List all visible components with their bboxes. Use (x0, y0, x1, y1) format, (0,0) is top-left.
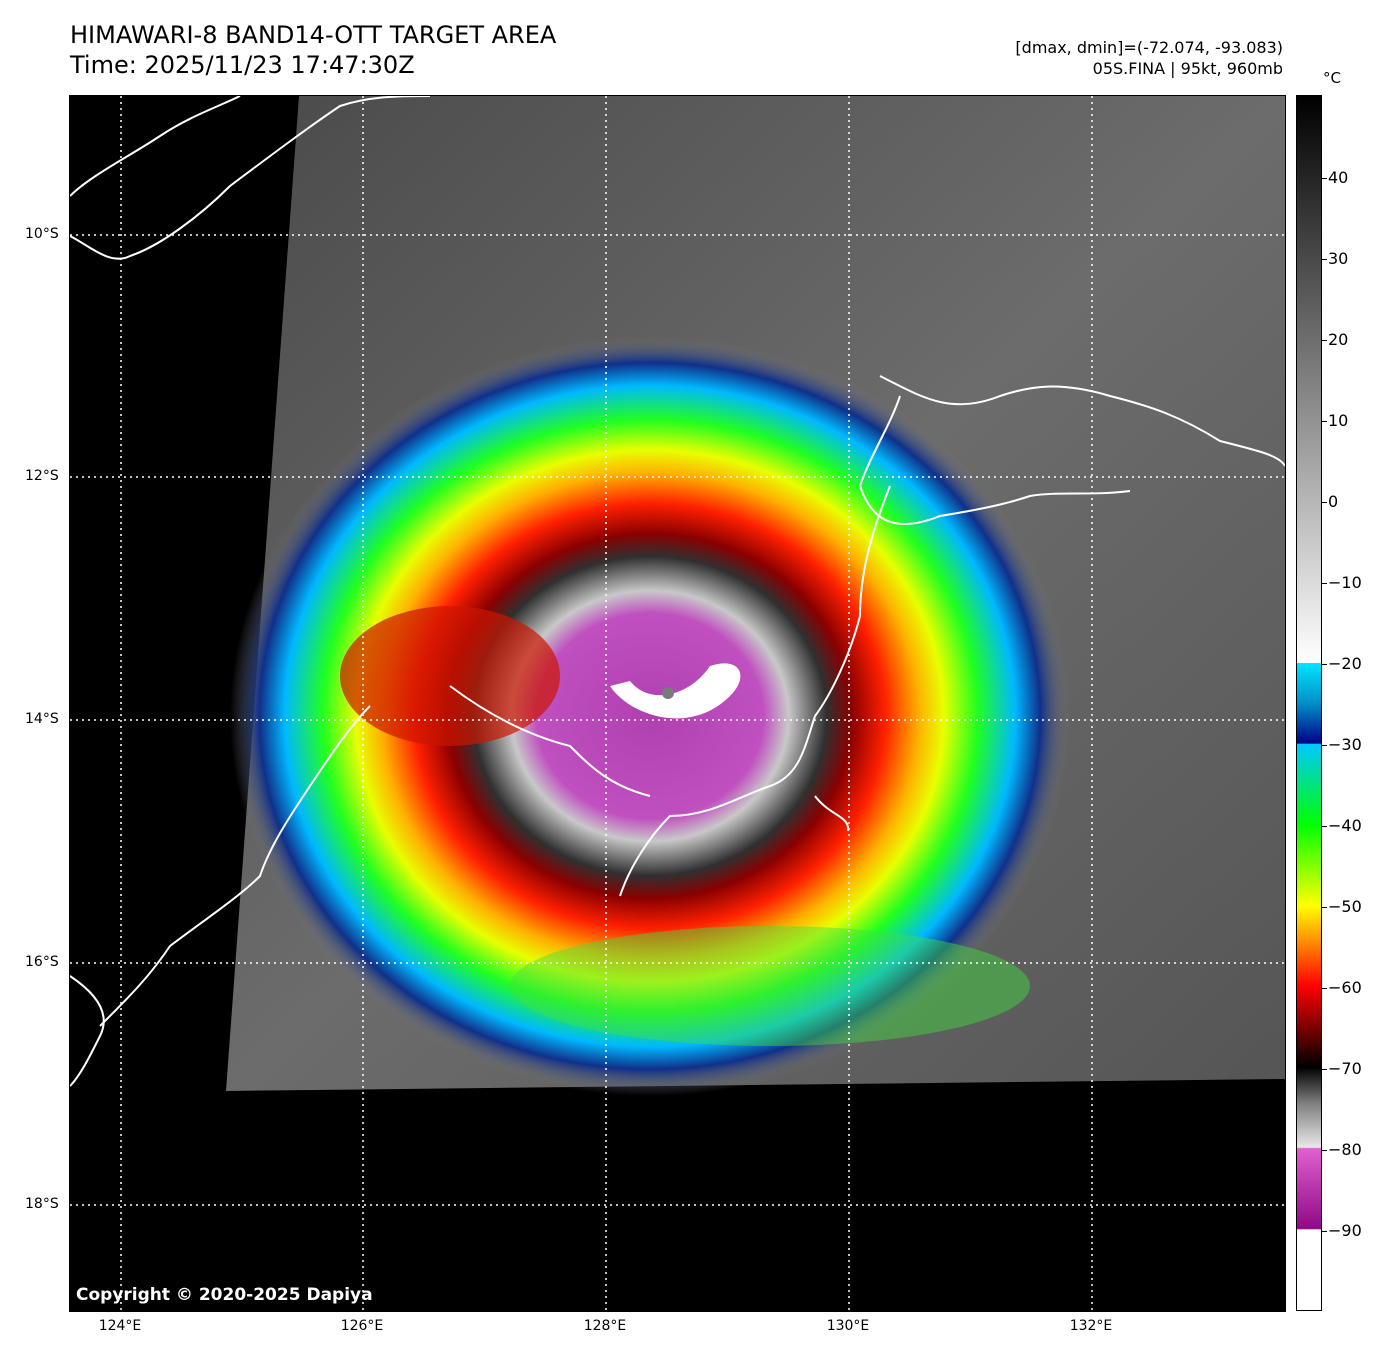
title-line-1: HIMAWARI-8 BAND14-OTT TARGET AREA (70, 21, 557, 49)
colorbar-label: −80 (1328, 1140, 1362, 1159)
lon-label: 124°E (98, 1318, 142, 1334)
lon-label: 130°E (826, 1318, 870, 1334)
lat-label: 18°S (25, 1196, 59, 1212)
satellite-image: Copyright © 2020-2025 Dapiya (69, 95, 1286, 1312)
colorbar-tick (1321, 583, 1327, 584)
colorbar-label: 10 (1328, 411, 1349, 430)
colorbar-tick (1321, 1231, 1327, 1232)
colorbar-tick (1321, 745, 1327, 746)
cold-cloud-top (610, 663, 741, 719)
colorbar-tick (1321, 826, 1327, 827)
spiral-band (340, 606, 560, 746)
colorbar-label: 0 (1328, 492, 1339, 511)
lat-label: 16°S (25, 954, 59, 970)
colorbar-label: −20 (1328, 654, 1362, 673)
dmax-dmin-text: [dmax, dmin]=(-72.074, -93.083) (1015, 38, 1283, 57)
lon-label: 132°E (1069, 1318, 1113, 1334)
colorbar-label: 20 (1328, 330, 1349, 349)
southern-band (510, 926, 1030, 1046)
colorbar-tick (1321, 988, 1327, 989)
colorbar-label: −50 (1328, 897, 1362, 916)
lon-label: 126°E (340, 1318, 384, 1334)
lat-label: 10°S (25, 226, 59, 242)
colorbar-label: −60 (1328, 978, 1362, 997)
colorbar (1296, 95, 1322, 1311)
lon-label: 128°E (583, 1318, 627, 1334)
chart-title: HIMAWARI-8 BAND14-OTT TARGET AREA Time: … (70, 20, 556, 80)
title-line-2: Time: 2025/11/23 17:47:30Z (70, 51, 415, 79)
colorbar-tick (1321, 502, 1327, 503)
colorbar-label: −90 (1328, 1221, 1362, 1240)
graticule (70, 96, 1285, 1311)
colorbar-label: −10 (1328, 573, 1362, 592)
satellite-imagery-svg (70, 96, 1285, 1311)
colorbar-label: −30 (1328, 735, 1362, 754)
colorbar-tick (1321, 259, 1327, 260)
colorbar-tick (1321, 421, 1327, 422)
lat-label: 14°S (25, 711, 59, 727)
storm-info: [dmax, dmin]=(-72.074, -93.083) 05S.FINA… (1015, 37, 1283, 79)
colorbar-tick (1321, 907, 1327, 908)
colorbar-label: −40 (1328, 816, 1362, 835)
colorbar-label: −70 (1328, 1059, 1362, 1078)
colorbar-tick (1321, 178, 1327, 179)
colorbar-label: 30 (1328, 249, 1349, 268)
colorbar-tick (1321, 340, 1327, 341)
copyright-text: Copyright © 2020-2025 Dapiya (76, 1285, 373, 1305)
colorbar-unit: °C (1323, 69, 1341, 87)
storm-cloud (230, 336, 1070, 1096)
colorbar-tick (1321, 664, 1327, 665)
lat-label: 12°S (25, 468, 59, 484)
storm-id-text: 05S.FINA | 95kt, 960mb (1092, 59, 1283, 78)
colorbar-tick (1321, 1150, 1327, 1151)
colorbar-label: 40 (1328, 168, 1349, 187)
colorbar-tick (1321, 1069, 1327, 1070)
storm-eye (662, 687, 674, 699)
